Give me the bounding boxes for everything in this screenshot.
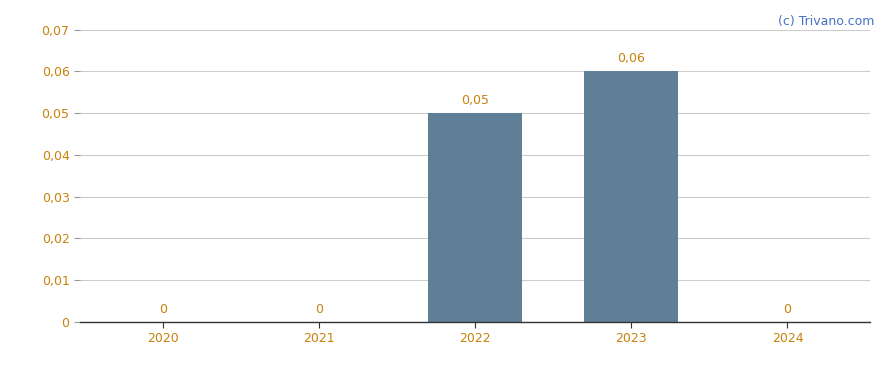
Bar	[428, 113, 522, 322]
Text: 0: 0	[315, 303, 323, 316]
Text: 0: 0	[783, 303, 791, 316]
Text: 0,05: 0,05	[461, 94, 489, 107]
Text: (c) Trivano.com: (c) Trivano.com	[778, 15, 875, 28]
Text: 0: 0	[159, 303, 167, 316]
Text: 0,06: 0,06	[617, 52, 646, 65]
Bar	[584, 71, 678, 322]
